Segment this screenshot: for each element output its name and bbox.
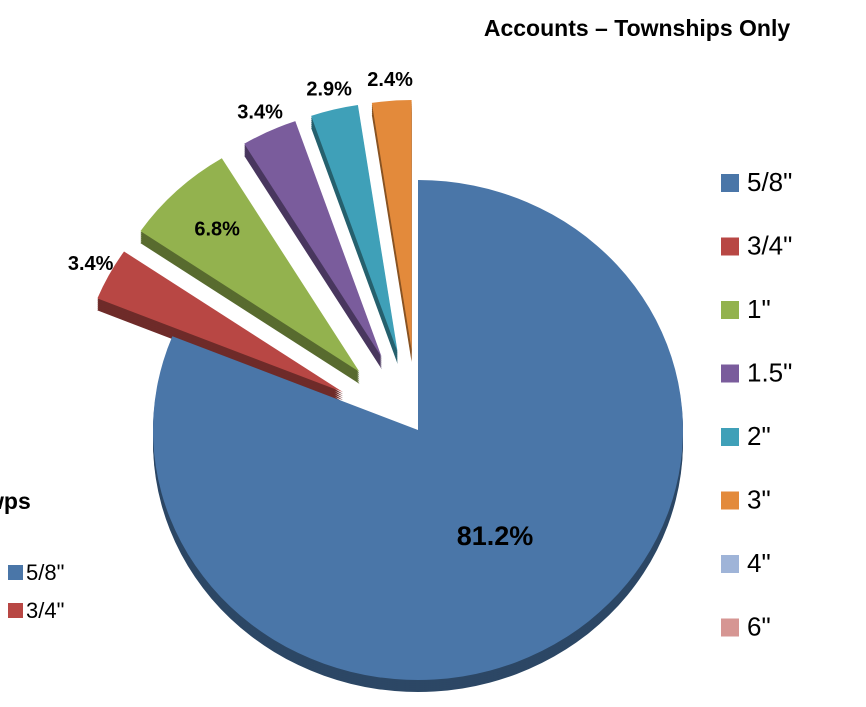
slice	[140, 158, 360, 372]
data-label: 6.8%	[194, 219, 240, 241]
slice	[244, 121, 382, 358]
chart-title: Accounts – Townships Only	[484, 15, 790, 41]
legend-swatch	[721, 428, 739, 446]
legend-swatch	[721, 174, 739, 192]
legend-swatch	[721, 555, 739, 573]
partial-chart: wps 5/8" 3/4"	[0, 488, 106, 635]
legend-label: 6"	[747, 611, 771, 641]
legend-swatch	[721, 618, 739, 637]
partial-legend-swatch	[8, 565, 23, 580]
partial-legend-label: 5/8"	[26, 560, 65, 585]
partial-legend-swatch	[8, 603, 23, 618]
slice	[153, 180, 684, 680]
legend-swatch	[721, 491, 739, 510]
partial-legend-label: 3/4"	[26, 598, 65, 623]
data-label: 3.4%	[237, 101, 283, 123]
legend-label: 3/4"	[747, 230, 792, 260]
partial-legend-item: 3/4"	[0, 597, 74, 625]
legend-label: 4"	[747, 548, 771, 578]
legend-label: 1"	[747, 294, 771, 324]
slice	[311, 104, 398, 353]
slice	[97, 251, 344, 393]
legend-swatch	[721, 364, 739, 383]
partial-title: wps	[0, 488, 31, 514]
data-label: 2.4%	[367, 69, 413, 91]
legend-swatch	[721, 301, 739, 319]
legend-label: 2"	[747, 421, 771, 451]
slice	[371, 100, 412, 351]
legend-label: 1.5"	[747, 357, 792, 387]
pie-tops	[97, 100, 684, 680]
legend-swatch	[721, 237, 739, 256]
partial-legend-item: 5/8"	[0, 559, 74, 587]
data-label: 81.2%	[457, 521, 534, 551]
legend-label: 5/8"	[747, 167, 792, 197]
data-label: 2.9%	[306, 78, 352, 100]
data-label: 3.4%	[68, 253, 114, 275]
legend-label: 3"	[747, 484, 771, 514]
